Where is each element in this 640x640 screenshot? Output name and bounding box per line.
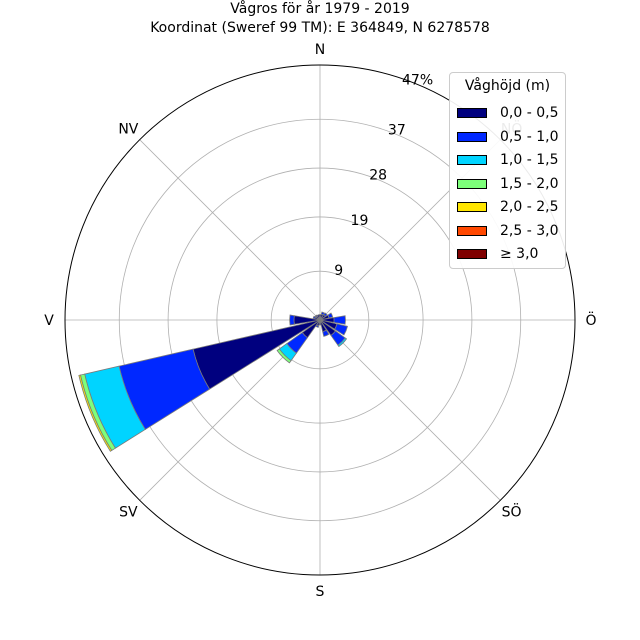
direction-label: S — [316, 584, 325, 600]
direction-label: V — [44, 313, 54, 329]
rose-bar-segment — [333, 315, 346, 325]
legend-label: 2,5 - 3,0 — [500, 222, 559, 239]
legend: Våghöjd (m) 0,0 - 0,5 0,5 - 1,0 1,0 - 1,5 1… — [449, 72, 566, 269]
chart-title: Vågros för år 1979 - 2019 Koordinat (Swe… — [0, 0, 640, 38]
direction-label: NV — [118, 121, 138, 137]
rose-bar-segment — [337, 337, 348, 348]
grid-spoke — [319, 319, 501, 501]
legend-swatch — [457, 249, 487, 259]
rose-bar-segment — [322, 329, 330, 337]
legend-swatch — [457, 178, 487, 189]
rose-bar-segment — [316, 314, 321, 321]
radial-tick-label: 9 — [334, 263, 343, 279]
rose-bar-segment — [289, 314, 295, 326]
outer-ring — [64, 64, 576, 576]
legend-label: 2,0 - 2,5 — [500, 199, 559, 215]
radial-tick-label: 19 — [351, 213, 369, 229]
direction-label: SV — [119, 505, 138, 521]
direction-label: N — [315, 42, 325, 58]
radial-tick-label: 47% — [402, 72, 433, 88]
legend-item: ≥ 3,0 — [457, 246, 538, 262]
legend-item: 2,0 - 2,5 — [457, 199, 558, 215]
rose-bar-segment — [323, 312, 328, 317]
legend-label: 1,0 - 1,5 — [500, 152, 559, 168]
legend-swatch — [457, 108, 487, 118]
legend-item: 0,5 - 1,0 — [457, 129, 558, 145]
legend-swatch — [457, 225, 487, 236]
legend-item: 2,5 - 3,0 — [457, 223, 558, 239]
radial-tick-label: 28 — [369, 168, 387, 184]
legend-item: 1,5 - 2,0 — [457, 176, 558, 192]
rose-bar-segment — [315, 324, 320, 328]
rose-bar-segment — [334, 323, 348, 336]
legend-label: 1,5 - 2,0 — [500, 175, 559, 192]
rose-bar-segment — [192, 319, 321, 390]
grid-spoke — [139, 139, 321, 321]
rose-bar-segment — [320, 311, 325, 316]
legend-title: Våghöjd (m) — [464, 78, 551, 94]
chart-title-line2: Koordinat (Sweref 99 TM): E 364849, N 62… — [150, 20, 490, 36]
legend-label: 0,0 - 0,5 — [500, 105, 559, 121]
rose-bar-segment — [327, 312, 334, 319]
radial-tick-label: 37 — [388, 123, 406, 139]
direction-label: Ö — [585, 311, 596, 329]
rose-bar-segment — [276, 348, 292, 364]
legend-label: 0,5 - 1,0 — [500, 128, 559, 145]
direction-label: SÖ — [502, 503, 522, 521]
legend-item: 1,0 - 1,5 — [457, 152, 558, 168]
legend-swatch — [457, 202, 487, 212]
rose-bar-segment — [78, 374, 113, 452]
rose-bar-segment — [312, 315, 316, 320]
rose-bar-segment — [314, 314, 318, 318]
legend-item: 0,0 - 0,5 — [457, 105, 558, 121]
legend-swatch — [457, 155, 487, 165]
chart-title-line1: Vågros för år 1979 - 2019 — [230, 1, 410, 17]
rose-bars — [78, 311, 348, 452]
legend-swatch — [457, 131, 487, 142]
legend-label: ≥ 3,0 — [500, 246, 539, 262]
